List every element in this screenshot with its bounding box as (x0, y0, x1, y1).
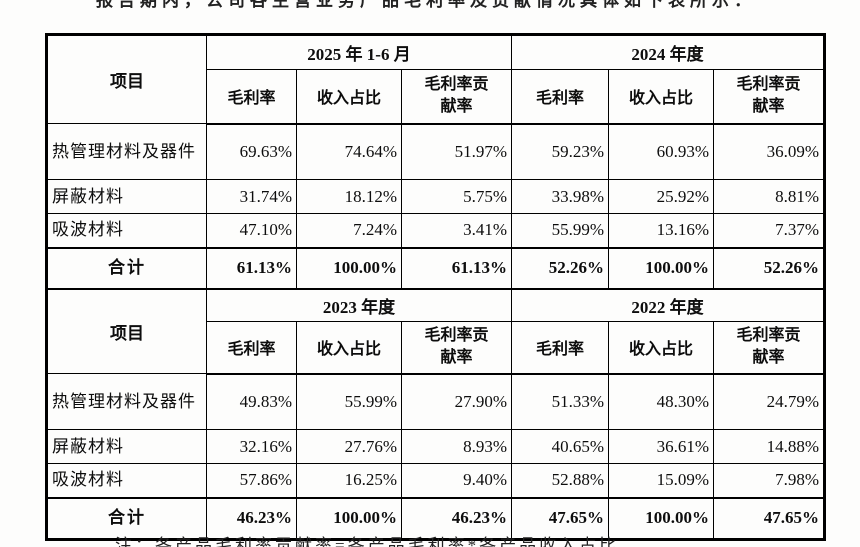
gross-margin-table: 项目 2025 年 1-6 月 2024 年度 毛利率 收入占比 毛利率贡献率 … (45, 33, 827, 541)
cell-value: 52.26% (511, 246, 610, 290)
table-row-shielding: 屏蔽材料 32.16% 27.76% 8.93% 40.65% 36.61% 1… (46, 429, 826, 464)
cell-value: 61.13% (206, 246, 297, 290)
cell-value: 7.98% (713, 463, 826, 498)
sub-header-revenue-share: 收入占比 (608, 321, 715, 375)
sub-header-revenue-share: 收入占比 (608, 69, 715, 125)
period-header-2025: 2025 年 1-6 月 (205, 34, 513, 70)
footnote: 注：各产品毛利率贡献率=各产品毛利率*各产品收入占比 (115, 536, 620, 547)
cell-value: 18.12% (296, 179, 402, 214)
cell-value: 51.97% (400, 123, 513, 180)
cell-value: 27.76% (296, 429, 402, 464)
cell-value: 5.75% (400, 179, 513, 214)
cell-value: 27.90% (400, 373, 513, 430)
cell-value: 33.98% (511, 179, 610, 214)
cell-value: 13.16% (608, 213, 715, 248)
period-header-2022: 2022 年度 (511, 288, 826, 322)
cell-value: 46.23% (206, 496, 297, 541)
cell-value: 55.99% (296, 373, 402, 430)
table-row-thermal: 热管理材料及器件 49.83% 55.99% 27.90% 51.33% 48.… (46, 373, 826, 430)
cell-value: 7.37% (713, 213, 826, 248)
row-label-total: 合计 (46, 496, 207, 541)
table-row-shielding: 屏蔽材料 31.74% 18.12% 5.75% 33.98% 25.92% 8… (46, 179, 826, 214)
table-row-thermal: 热管理材料及器件 69.63% 74.64% 51.97% 59.23% 60.… (46, 123, 826, 180)
row-label: 热管理材料及器件 (46, 373, 207, 430)
cell-value: 31.74% (206, 179, 297, 214)
table-row-absorbing: 吸波材料 57.86% 16.25% 9.40% 52.88% 15.09% 7… (46, 463, 826, 498)
table-row-total: 合计 46.23% 100.00% 46.23% 47.65% 100.00% … (46, 496, 826, 541)
sub-header-margin-contribution: 毛利率贡献率 (400, 321, 513, 375)
row-label: 吸波材料 (46, 463, 207, 498)
cell-value: 14.88% (713, 429, 826, 464)
sub-header-margin-contribution-text: 毛利率贡献率 (736, 76, 801, 116)
cell-value: 7.24% (296, 213, 402, 248)
sub-header-gross-margin: 毛利率 (206, 69, 297, 125)
row-label: 吸波材料 (46, 213, 207, 248)
table-row-absorbing: 吸波材料 47.10% 7.24% 3.41% 55.99% 13.16% 7.… (46, 213, 826, 248)
row-label: 热管理材料及器件 (46, 123, 207, 180)
cell-value: 8.81% (713, 179, 826, 214)
row-label-total: 合计 (46, 246, 207, 290)
cell-value: 16.25% (296, 463, 402, 498)
cell-value: 40.65% (511, 429, 610, 464)
column-header-item: 项目 (46, 288, 207, 374)
sub-header-margin-contribution-text: 毛利率贡献率 (424, 76, 489, 116)
cell-value: 36.61% (608, 429, 715, 464)
cell-value: 46.23% (400, 496, 513, 541)
period-header-2024: 2024 年度 (511, 34, 826, 70)
intro-text: 报告期内，公司各主营业务产品毛利率及贡献情况具体如下表所示： (96, 0, 756, 10)
cell-value: 51.33% (511, 373, 610, 430)
sub-header-revenue-share: 收入占比 (296, 69, 402, 125)
cell-value: 47.65% (511, 496, 610, 541)
sub-header-gross-margin: 毛利率 (206, 321, 297, 375)
cell-value: 100.00% (296, 496, 402, 541)
period-header-2023: 2023 年度 (205, 288, 513, 322)
sub-header-margin-contribution-text: 毛利率贡献率 (424, 327, 489, 367)
cell-value: 52.88% (511, 463, 610, 498)
sub-header-gross-margin: 毛利率 (511, 321, 610, 375)
cell-value: 60.93% (608, 123, 715, 180)
sub-header-gross-margin: 毛利率 (511, 69, 610, 125)
sub-header-revenue-share: 收入占比 (296, 321, 402, 375)
cell-value: 47.10% (206, 213, 297, 248)
column-header-item: 项目 (46, 34, 207, 124)
cell-value: 9.40% (400, 463, 513, 498)
row-label: 屏蔽材料 (46, 429, 207, 464)
cell-value: 48.30% (608, 373, 715, 430)
cell-value: 100.00% (296, 246, 402, 290)
cell-value: 24.79% (713, 373, 826, 430)
cell-value: 15.09% (608, 463, 715, 498)
sub-header-margin-contribution: 毛利率贡献率 (713, 69, 826, 125)
cell-value: 59.23% (511, 123, 610, 180)
cell-value: 3.41% (400, 213, 513, 248)
row-label: 屏蔽材料 (46, 179, 207, 214)
cell-value: 49.83% (206, 373, 297, 430)
cell-value: 55.99% (511, 213, 610, 248)
cell-value: 61.13% (400, 246, 513, 290)
table-row: 项目 2023 年度 2022 年度 (46, 288, 826, 374)
table-row-total: 合计 61.13% 100.00% 61.13% 52.26% 100.00% … (46, 246, 826, 290)
cell-value: 25.92% (608, 179, 715, 214)
cell-value: 47.65% (713, 496, 826, 541)
cell-value: 36.09% (713, 123, 826, 180)
cell-value: 100.00% (608, 496, 715, 541)
table-row: 毛利率 收入占比 毛利率贡献率 毛利率 收入占比 毛利率贡献率 (47, 69, 826, 125)
sub-header-margin-contribution-text: 毛利率贡献率 (736, 327, 801, 367)
sub-header-margin-contribution: 毛利率贡献率 (713, 321, 826, 375)
cell-value: 52.26% (713, 246, 826, 290)
cell-value: 32.16% (206, 429, 297, 464)
cell-value: 57.86% (206, 463, 297, 498)
cell-value: 100.00% (608, 246, 715, 290)
cell-value: 74.64% (296, 123, 402, 180)
table-row: 项目 2025 年 1-6 月 2024 年度 (46, 34, 826, 124)
sub-header-margin-contribution: 毛利率贡献率 (400, 69, 513, 125)
table-row: 毛利率 收入占比 毛利率贡献率 毛利率 收入占比 毛利率贡献率 (47, 321, 826, 375)
cell-value: 69.63% (206, 123, 297, 180)
cell-value: 8.93% (400, 429, 513, 464)
